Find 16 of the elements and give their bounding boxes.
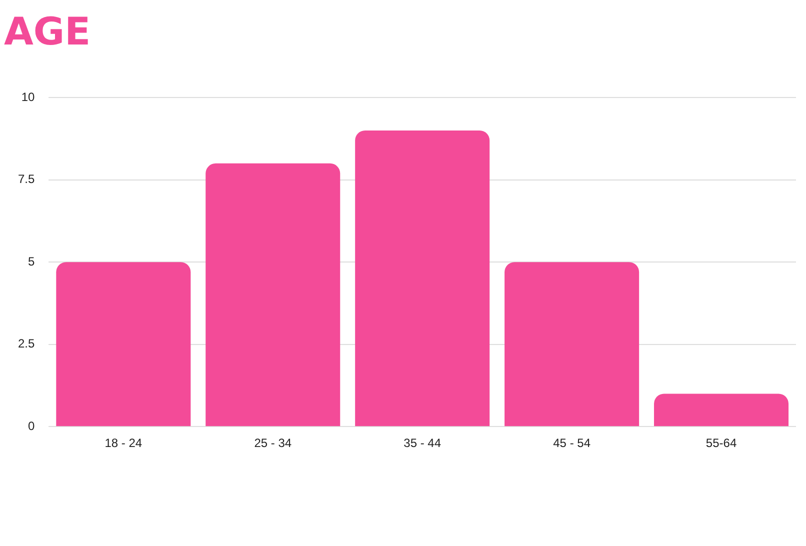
bar (654, 394, 789, 426)
x-tick-label: 35 - 44 (404, 436, 442, 450)
y-tick-label: 7.5 (18, 172, 35, 186)
x-tick-label: 55-64 (706, 436, 737, 450)
x-tick-label: 45 - 54 (553, 436, 591, 450)
bar (56, 262, 191, 426)
bar (504, 262, 640, 426)
bar (355, 130, 490, 426)
y-tick-label: 2.5 (18, 336, 35, 351)
x-tick-label: 18 - 24 (104, 436, 142, 450)
chart-title: AGE (4, 10, 91, 54)
x-tick-label: 25 - 34 (254, 436, 292, 450)
y-tick-label: 10 (21, 90, 35, 104)
y-tick-label: 5 (28, 254, 35, 268)
y-tick-label: 0 (28, 418, 35, 433)
bar (206, 163, 340, 426)
